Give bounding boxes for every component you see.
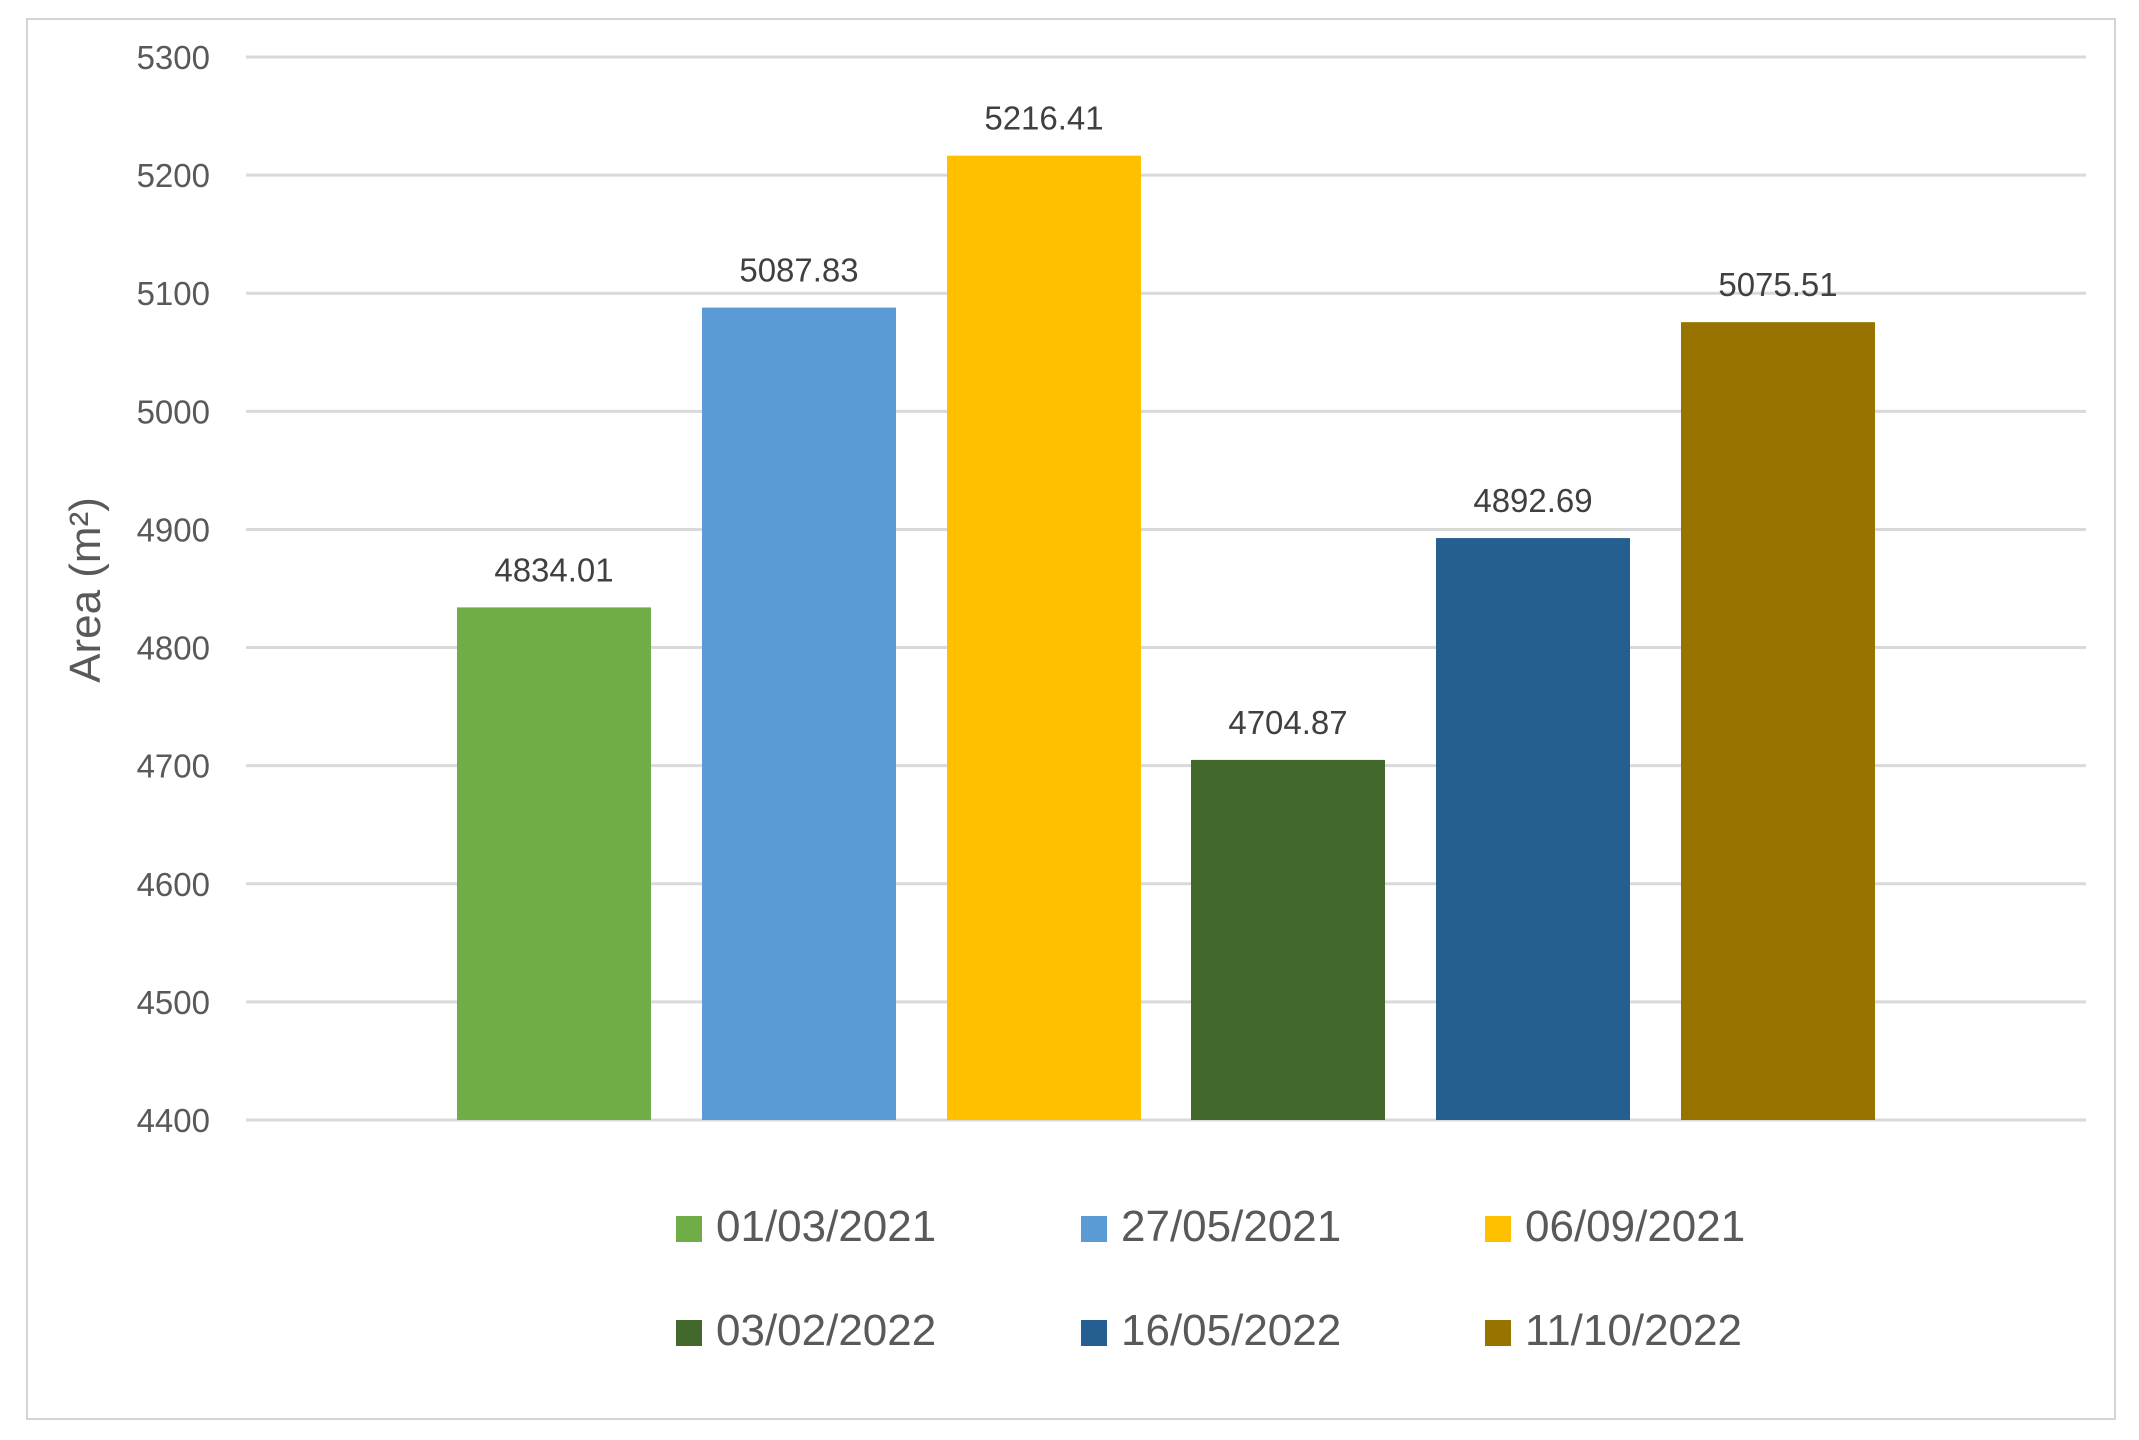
legend-label: 06/09/2021 xyxy=(1525,1202,1745,1251)
bars xyxy=(457,155,1875,1121)
bar-3 xyxy=(947,155,1141,1121)
y-tick-label: 4900 xyxy=(137,511,210,548)
y-tick-label: 4600 xyxy=(137,866,210,903)
y-tick-label: 4800 xyxy=(137,630,210,667)
y-tick-label: 4400 xyxy=(137,1102,210,1139)
bar-6 xyxy=(1681,322,1875,1120)
chart-frame: 4400 4500 4600 4700 4800 4900 5000 5100 5200 5300… xyxy=(26,18,2116,1420)
data-label: 4834.01 xyxy=(494,551,613,588)
y-tick-label: 5300 xyxy=(137,39,210,76)
bar-5 xyxy=(1436,538,1630,1120)
data-labels: 4834.01 5087.83 5216.41 4704.87 4892.69 5075.… xyxy=(494,100,1837,741)
y-axis-title: Area (m²) xyxy=(61,497,110,683)
bar-chart: 4400 4500 4600 4700 4800 4900 5000 5100 5200 5300… xyxy=(61,39,2086,1355)
bar-2 xyxy=(702,307,896,1121)
legend-swatch xyxy=(676,1216,702,1242)
data-label: 5216.41 xyxy=(984,100,1103,137)
legend-swatch xyxy=(1485,1216,1511,1242)
y-tick-label: 4700 xyxy=(137,748,210,785)
legend-swatch xyxy=(676,1320,702,1346)
data-label: 5075.51 xyxy=(1718,266,1837,303)
y-tick-label: 5100 xyxy=(137,275,210,312)
bar-4 xyxy=(1191,759,1385,1120)
legend-swatch xyxy=(1081,1216,1107,1242)
legend: 01/03/2021 27/05/2021 06/09/2021 03/02/2022… xyxy=(676,1202,1745,1355)
y-tick-label: 5000 xyxy=(137,393,210,430)
bar-1 xyxy=(457,607,651,1120)
legend-swatch xyxy=(1081,1320,1107,1346)
legend-label: 27/05/2021 xyxy=(1121,1202,1341,1251)
legend-label: 01/03/2021 xyxy=(716,1202,936,1251)
legend-label: 11/10/2022 xyxy=(1525,1306,1742,1355)
data-label: 5087.83 xyxy=(739,252,858,289)
y-tick-label: 5200 xyxy=(137,157,210,194)
data-label: 4892.69 xyxy=(1473,482,1592,519)
y-axis-ticks: 4400 4500 4600 4700 4800 4900 5000 5100 5200 5300 xyxy=(137,39,210,1139)
y-tick-label: 4500 xyxy=(137,984,210,1021)
legend-swatch xyxy=(1485,1320,1511,1346)
data-label: 4704.87 xyxy=(1228,704,1347,741)
legend-label: 16/05/2022 xyxy=(1121,1306,1341,1355)
legend-label: 03/02/2022 xyxy=(716,1306,936,1355)
